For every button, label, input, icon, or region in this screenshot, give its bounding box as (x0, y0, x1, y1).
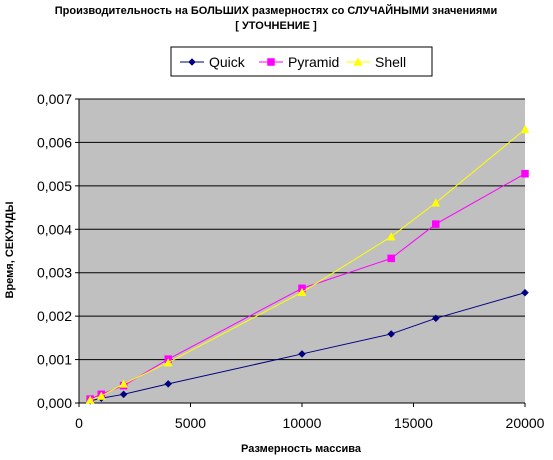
data-point-quick (431, 314, 440, 323)
tick-labels: 0,000 0,001 0,002 0,003 0,004 0,005 0,006 0,007… (37, 91, 545, 431)
data-point-quick (164, 380, 173, 388)
y-tick-label: 0,002 (37, 308, 72, 324)
series-group (85, 124, 530, 405)
y-tick-label: 0,000 (37, 395, 72, 411)
legend-marker-quick (188, 58, 196, 66)
y-axis-label: Время, СЕКУНДЫ (4, 201, 16, 298)
x-tick-label: 0 (75, 415, 83, 431)
data-point-quick (521, 288, 529, 297)
legend-box (170, 46, 433, 77)
x-tick-label: 15000 (394, 415, 433, 431)
data-point-shell (96, 391, 106, 400)
data-point-shell (119, 379, 129, 388)
legend-marker-pyramid (267, 58, 275, 66)
gridlines (79, 98, 525, 361)
x-axis-label: Размерность массива (241, 443, 362, 455)
data-point-shell (297, 287, 307, 297)
data-point-shell (431, 198, 441, 207)
legend-label-shell: Shell (375, 54, 406, 70)
data-point-pyramid (521, 169, 529, 178)
y-tick-label: 0,005 (37, 178, 72, 194)
y-tick-label: 0,006 (37, 134, 72, 150)
legend-item-shell: Shell (346, 54, 406, 70)
legend-label-pyramid: Pyramid (288, 54, 339, 70)
x-tick-label: 20000 (506, 415, 545, 431)
chart-title: Производительность на БОЛЬШИХ размерност… (55, 4, 497, 17)
data-point-shell (386, 232, 396, 241)
data-point-quick (387, 330, 396, 338)
legend-marker-shell (353, 57, 363, 66)
y-tick-label: 0,007 (37, 91, 72, 107)
x-tick-label: 10000 (283, 415, 322, 431)
series-line-shell (89, 129, 526, 401)
data-point-pyramid (432, 220, 440, 228)
data-point-shell (85, 395, 95, 404)
data-point-quick (298, 350, 306, 358)
y-tick-label: 0,001 (37, 352, 72, 368)
legend: Quick Pyramid Shell (170, 46, 433, 77)
data-point-quick (119, 390, 128, 399)
data-point-shell (163, 358, 173, 367)
legend-item-quick: Quick (180, 54, 246, 70)
x-tick-label: 5000 (175, 415, 206, 431)
y-tick-label: 0,003 (37, 265, 72, 281)
chart-subtitle: [ УТОЧНЕНИЕ ] (235, 20, 317, 32)
legend-item-pyramid: Pyramid (259, 54, 339, 70)
data-point-pyramid (387, 254, 395, 263)
series-shell (85, 124, 530, 404)
data-point-shell (520, 124, 530, 134)
axes (75, 98, 526, 407)
y-tick-label: 0,004 (37, 221, 72, 237)
legend-label-quick: Quick (209, 54, 246, 70)
